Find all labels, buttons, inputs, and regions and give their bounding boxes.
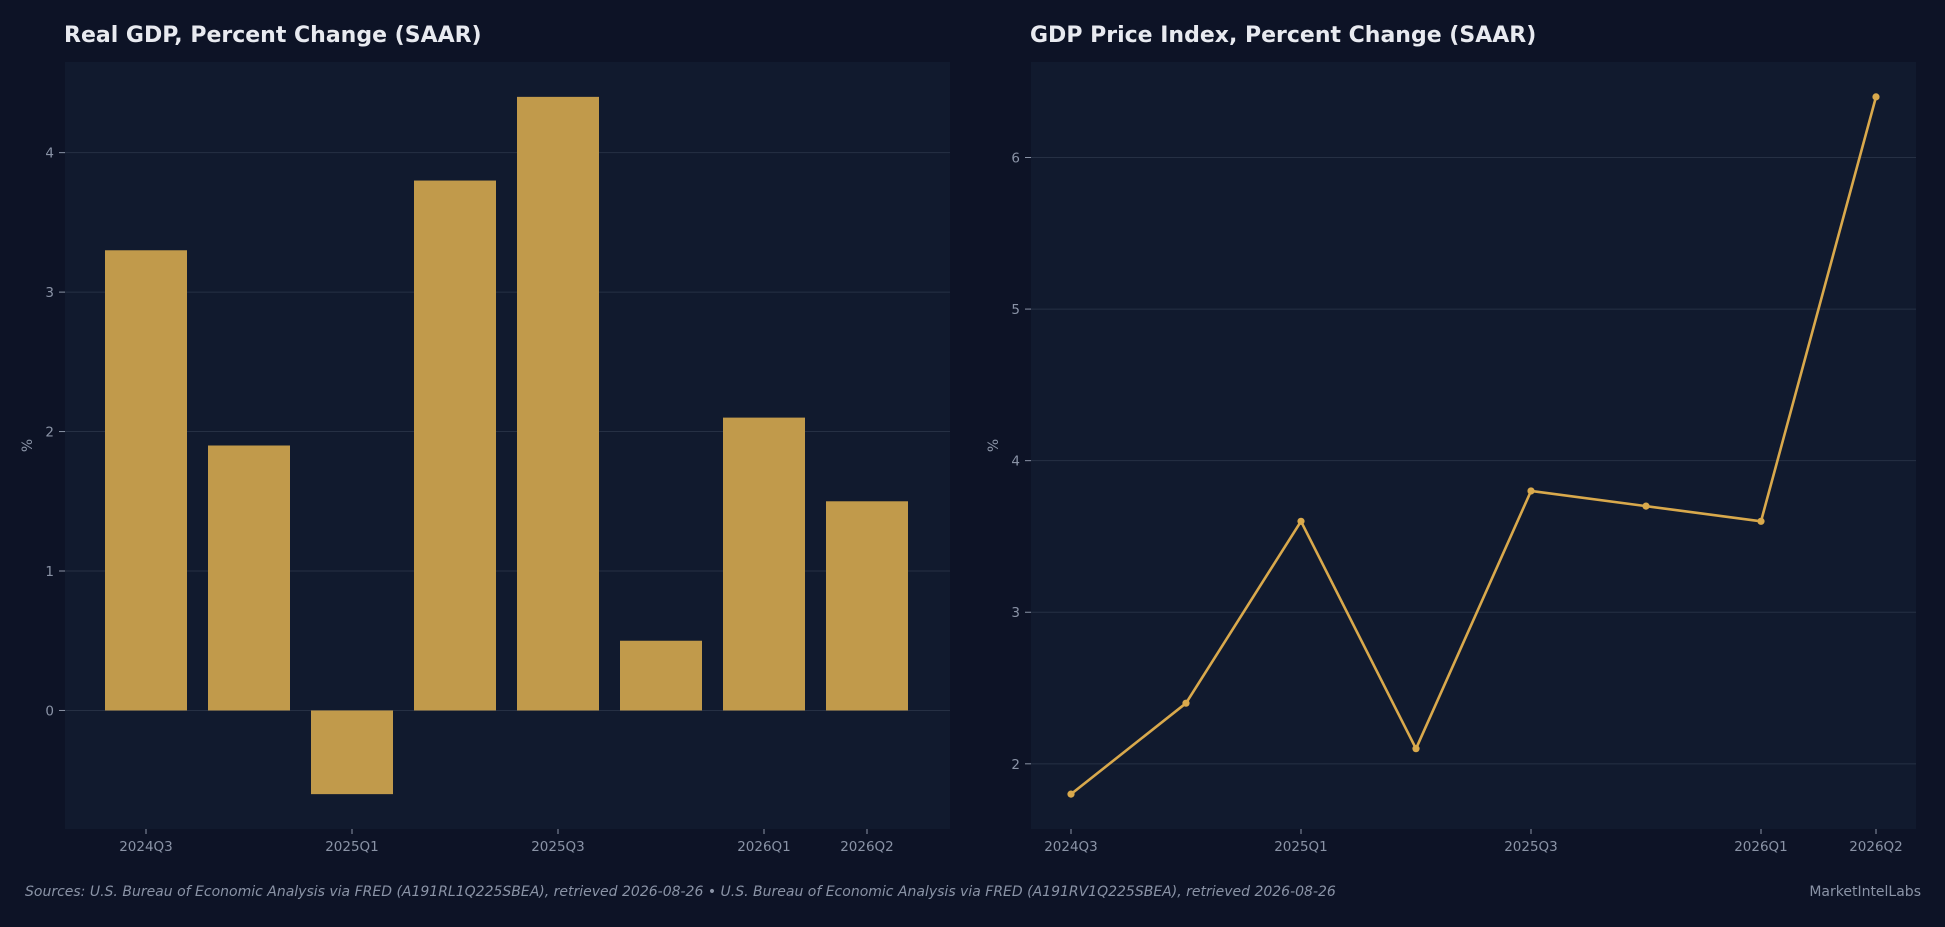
y-tick-label: 0 (45, 703, 54, 719)
bar-2024Q3 (105, 250, 187, 711)
sources-footnote: Sources: U.S. Bureau of Economic Analysi… (25, 884, 1336, 900)
point-2025Q1 (1297, 517, 1305, 525)
x-tick-label: 2026Q2 (1849, 839, 1903, 855)
y-tick-label: 5 (1011, 302, 1020, 318)
bar-2025Q1 (311, 710, 393, 795)
x-tick-label: 2025Q1 (1274, 839, 1328, 855)
y-axis-label: % (986, 439, 1002, 452)
chart-title: Real GDP, Percent Change (SAAR) (64, 23, 482, 48)
x-tick-label: 2024Q3 (1044, 839, 1098, 855)
x-tick-label: 2026Q2 (840, 839, 894, 855)
x-tick-label: 2026Q1 (1734, 839, 1788, 855)
y-tick-label: 3 (45, 285, 54, 301)
y-tick-label: 4 (45, 146, 54, 162)
x-tick-label: 2025Q3 (1504, 839, 1558, 855)
bar-2026Q2 (826, 501, 908, 711)
real-gdp-chart: Real GDP, Percent Change (SAAR) 0 1 2 3 4% 202… (20, 23, 950, 855)
point-2024Q3 (1067, 790, 1075, 798)
plot-area (1031, 62, 1916, 829)
y-axis-label: % (20, 439, 36, 452)
y-tick-label: 6 (1011, 150, 1020, 166)
y-tick-label: 1 (45, 564, 54, 580)
point-2024Q4 (1182, 699, 1190, 707)
y-tick-label: 4 (1011, 454, 1020, 470)
y-tick-label: 2 (1011, 757, 1020, 773)
bar-2024Q4 (208, 445, 290, 711)
y-tick-label: 3 (1011, 605, 1020, 621)
x-tick-label: 2024Q3 (119, 839, 173, 855)
point-2026Q1 (1757, 517, 1765, 525)
point-2025Q2 (1412, 745, 1420, 753)
y-tick-label: 2 (45, 425, 54, 441)
series-line (1070, 96, 1878, 796)
plot-area (65, 62, 950, 829)
brand-label: MarketIntelLabs (1809, 884, 1921, 900)
bar-2025Q2 (414, 180, 496, 711)
x-tick-label: 2025Q3 (531, 839, 585, 855)
bar-2025Q4 (620, 640, 702, 711)
point-2025Q4 (1642, 502, 1650, 510)
gdp-price-index-chart: GDP Price Index, Percent Change (SAAR) 2 3… (986, 23, 1916, 855)
point-2025Q3 (1527, 487, 1535, 495)
bar-2025Q3 (517, 96, 599, 711)
x-tick-label: 2026Q1 (737, 839, 791, 855)
chart-title: GDP Price Index, Percent Change (SAAR) (1030, 23, 1536, 48)
point-2026Q2 (1872, 93, 1880, 101)
bar-2026Q1 (723, 417, 805, 711)
x-tick-label: 2025Q1 (325, 839, 379, 855)
